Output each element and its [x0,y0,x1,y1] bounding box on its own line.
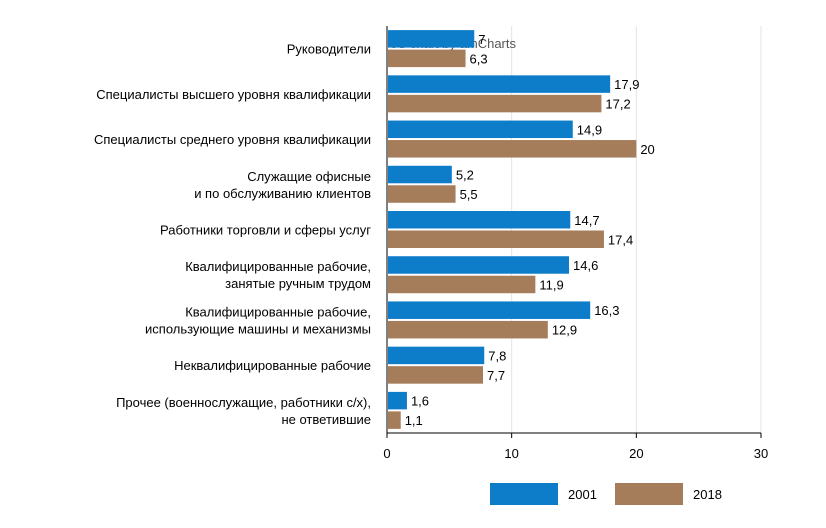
bar-2001[interactable] [388,301,591,319]
category-label: Неквалифицированные рабочие [174,358,371,373]
bar-2001[interactable] [388,346,485,365]
bar-2018[interactable] [388,49,466,68]
bar-2001[interactable] [388,391,407,410]
legend-label-2001: 2001 [568,486,597,502]
category-label: Работники торговли и сферы услуг [160,223,371,238]
grid [386,26,762,433]
data-label-2001: 7,8 [488,348,506,363]
data-label-2018: 5,5 [460,187,478,202]
bar-2001[interactable] [388,211,571,229]
bar-2001[interactable] [388,75,611,93]
category-label: не ответившие [281,412,371,427]
data-label-2001: 7 [478,32,485,47]
data-label-2018: 7,7 [487,368,505,383]
bar-2001[interactable] [388,30,475,48]
data-label-2001: 14,6 [573,258,598,273]
legend-swatch-2018 [615,483,683,505]
data-label-2001: 14,9 [577,122,602,137]
category-label: Служащие офисные [247,169,371,184]
legend-item-2018[interactable]: 2018 [615,481,722,507]
bar-2018[interactable] [388,275,536,294]
data-label-2001: 5,2 [456,168,474,183]
category-label: использующие машины и механизмы [145,321,371,336]
bar-2018[interactable] [388,411,401,429]
category-label: Руководители [287,42,371,57]
data-label-2018: 11,9 [539,277,563,292]
data-label-2001: 16,3 [594,303,619,318]
data-label-2018: 12,9 [552,323,577,338]
bar-2018[interactable] [388,230,604,249]
category-label: Квалифицированные рабочие, [185,259,371,274]
data-label-2018: 20 [640,142,654,157]
bar-2018[interactable] [388,185,456,203]
x-tick-label: 0 [383,446,390,461]
category-label: занятые ручным трудом [225,276,371,291]
data-label-2001: 14,7 [574,213,599,228]
bar-2001[interactable] [388,120,573,139]
legend-label-2018: 2018 [693,486,722,502]
category-label: Квалифицированные рабочие, [185,304,371,319]
data-label-2018: 6,3 [470,51,488,66]
legend-item-2001[interactable]: 2001 [490,481,597,507]
bar-2001[interactable] [388,165,452,184]
category-label: Специалисты высшего уровня квалификации [96,87,371,102]
category-label: Специалисты среднего уровня квалификации [94,132,371,147]
bar-2018[interactable] [388,320,548,339]
bar-2001[interactable] [388,256,570,274]
bar-2018[interactable] [388,366,483,384]
legend-swatch-2001 [490,483,558,505]
data-label-2018: 17,2 [605,97,630,112]
category-label: Прочее (военнослужащие, работники с/х), [116,395,371,410]
data-label-2001: 1,6 [411,394,429,409]
x-tick-label: 20 [629,446,643,461]
x-tick-label: 30 [754,446,768,461]
chart-legend: 2001 2018 [0,481,826,507]
data-label-2018: 1,1 [405,413,423,428]
x-tick-label: 10 [504,446,518,461]
data-label-2018: 17,4 [608,232,633,247]
bar-2018[interactable] [388,140,637,158]
category-label: и по обслуживанию клиентов [194,186,371,201]
bar-2018[interactable] [388,94,602,113]
data-label-2001: 17,9 [614,77,639,92]
